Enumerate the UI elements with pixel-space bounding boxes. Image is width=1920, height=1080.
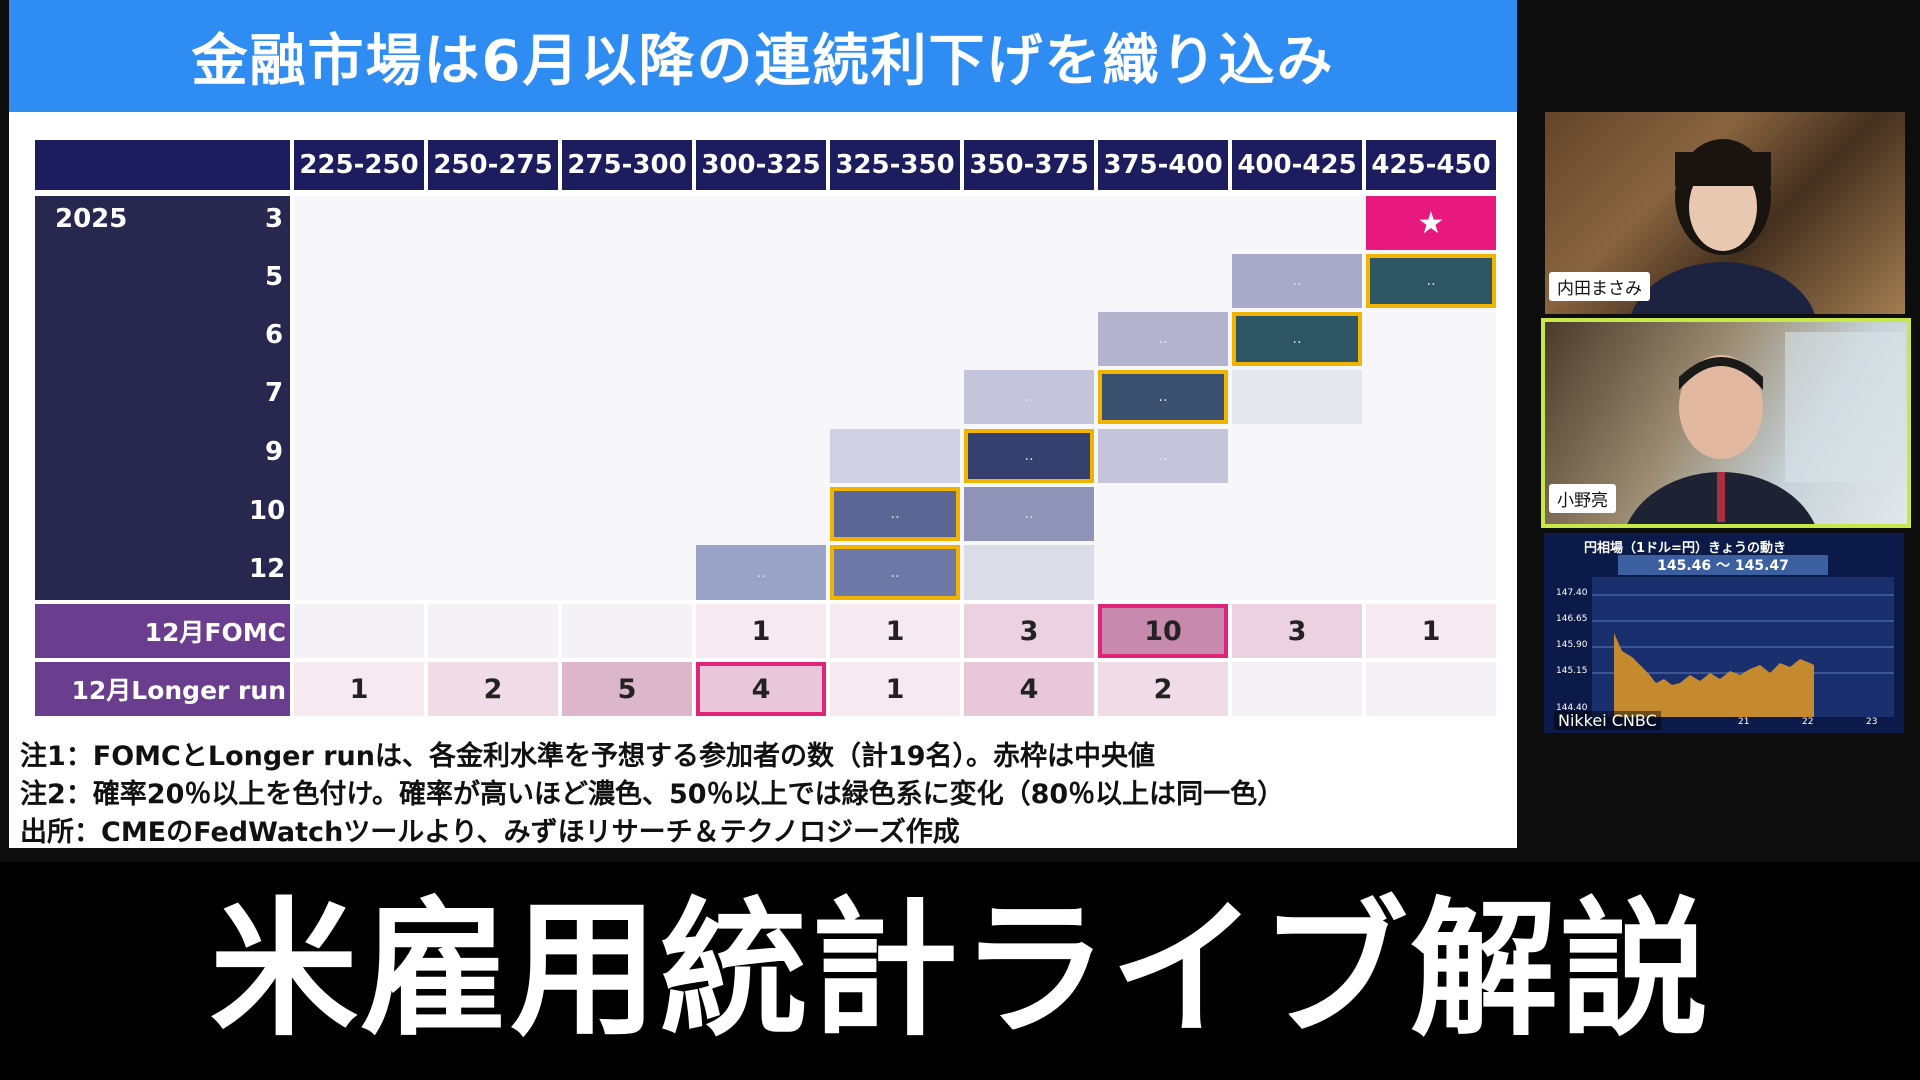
probability-cell-highlight: ‥ <box>1232 312 1362 366</box>
longer-run-count: 4 <box>964 662 1094 716</box>
probability-cell-highlight: ‥ <box>830 545 960 600</box>
longer-run-count: 2 <box>428 662 558 716</box>
market-title: 円相場（1ドル=円）きょうの動き <box>1584 541 1786 556</box>
y-tick: 146.65 <box>1556 614 1588 624</box>
column-header: 300-325 <box>696 140 826 190</box>
longer-run-count <box>1366 662 1496 716</box>
year-label: 2025 <box>55 204 128 234</box>
longer-run-count-median: 4 <box>696 662 826 716</box>
longer-run-count: 1 <box>830 662 960 716</box>
y-tick: 144.40 <box>1556 703 1588 713</box>
fomc-count <box>428 604 558 658</box>
fomc-count <box>562 604 692 658</box>
probability-cell: ‥ <box>696 545 826 600</box>
participant-video-1: 内田まさみ <box>1545 112 1905 314</box>
source-note: 出所：CMEのFedWatchツールより、みずほリサーチ＆テクノロジーズ作成 <box>20 817 960 848</box>
y-tick: 145.90 <box>1556 640 1588 650</box>
presentation-slide: 金融市場は6月以降の連続利下げを織り込み 2025 3 5 6 7 9 10 1… <box>9 0 1517 848</box>
probability-cell-highlight: ‥ <box>830 487 960 541</box>
month-label: 3 <box>265 204 284 234</box>
month-label-column <box>35 196 290 600</box>
fomc-count: 1 <box>830 604 960 658</box>
x-tick: 21 <box>1738 717 1750 727</box>
market-range: 145.46 ～ 145.47 <box>1618 555 1828 575</box>
probability-cell: ‥ <box>964 487 1094 541</box>
probability-cell: ‥ <box>1232 370 1362 424</box>
participant-name-tag: 内田まさみ <box>1549 272 1650 301</box>
probability-cell-highlight: ‥ <box>1366 254 1496 308</box>
yen-rate-panel: 円相場（1ドル=円）きょうの動き 145.46 ～ 145.47 147.40 … <box>1544 533 1904 733</box>
column-header: 400-425 <box>1232 140 1362 190</box>
column-header: 275-300 <box>562 140 692 190</box>
corner-header <box>35 140 290 190</box>
star-icon: ★ <box>1417 205 1445 241</box>
probability-cell-highlight: ‥ <box>964 429 1094 483</box>
fomc-count <box>294 604 424 658</box>
probability-cell: ‥ <box>1098 429 1228 483</box>
probability-cell: ‥ <box>964 545 1094 600</box>
fomc-count: 3 <box>1232 604 1362 658</box>
longer-run-count: 5 <box>562 662 692 716</box>
yen-rate-chart <box>1592 577 1894 717</box>
column-header: 425-450 <box>1366 140 1496 190</box>
participant-2-avatar <box>1627 332 1905 524</box>
fomc-count: 1 <box>1366 604 1496 658</box>
column-header: 250-275 <box>428 140 558 190</box>
month-label: 9 <box>265 437 284 467</box>
y-tick: 145.15 <box>1556 666 1588 676</box>
probability-cell: ‥ <box>964 370 1094 424</box>
note-1: 注1：FOMCとLonger runは、各金利水準を予想する参加者の数（計19名… <box>20 741 1156 772</box>
longer-run-count: 2 <box>1098 662 1228 716</box>
column-header: 225-250 <box>294 140 424 190</box>
nikkei-cnbc-logo: Nikkei CNBC <box>1554 711 1661 730</box>
fomc-count: 3 <box>964 604 1094 658</box>
x-tick: 22 <box>1802 717 1814 727</box>
column-header: 375-400 <box>1098 140 1228 190</box>
x-tick: 23 <box>1866 717 1878 727</box>
longer-run-count: 1 <box>294 662 424 716</box>
probability-cell-highlight: ‥ <box>1098 370 1228 424</box>
column-header: 350-375 <box>964 140 1094 190</box>
note-2: 注2：確率20％以上を色付け。確率が高いほど濃色、50％以上では緑色系に変化（8… <box>20 779 1285 810</box>
caption-title: 米雇用統計ライブ解説 <box>210 884 1710 1056</box>
slide-title: 金融市場は6月以降の連続利下げを織り込み <box>191 28 1335 94</box>
probability-cell: ‥ <box>1232 254 1362 308</box>
month-label: 6 <box>265 320 284 350</box>
participant-name-tag: 小野亮 <box>1549 484 1616 513</box>
longer-run-row-label: 12月Longer run <box>35 662 290 716</box>
longer-run-count <box>1232 662 1362 716</box>
month-label: 7 <box>265 378 284 408</box>
probability-cell-star: ★ <box>1366 196 1496 250</box>
probability-cell: ‥ <box>830 429 960 483</box>
probability-cell: ‥ <box>1098 312 1228 366</box>
participant-video-2: 小野亮 <box>1541 318 1911 528</box>
month-label: 5 <box>265 262 284 292</box>
caption-bar <box>0 862 1920 1080</box>
fomc-row-label: 12月FOMC <box>35 604 290 658</box>
y-tick: 147.40 <box>1556 588 1588 598</box>
month-label: 10 <box>249 496 286 526</box>
slide-header: 金融市場は6月以降の連続利下げを織り込み <box>9 0 1517 112</box>
month-label: 12 <box>249 554 286 584</box>
column-header: 325-350 <box>830 140 960 190</box>
fomc-count-median: 10 <box>1098 604 1228 658</box>
fomc-count: 1 <box>696 604 826 658</box>
